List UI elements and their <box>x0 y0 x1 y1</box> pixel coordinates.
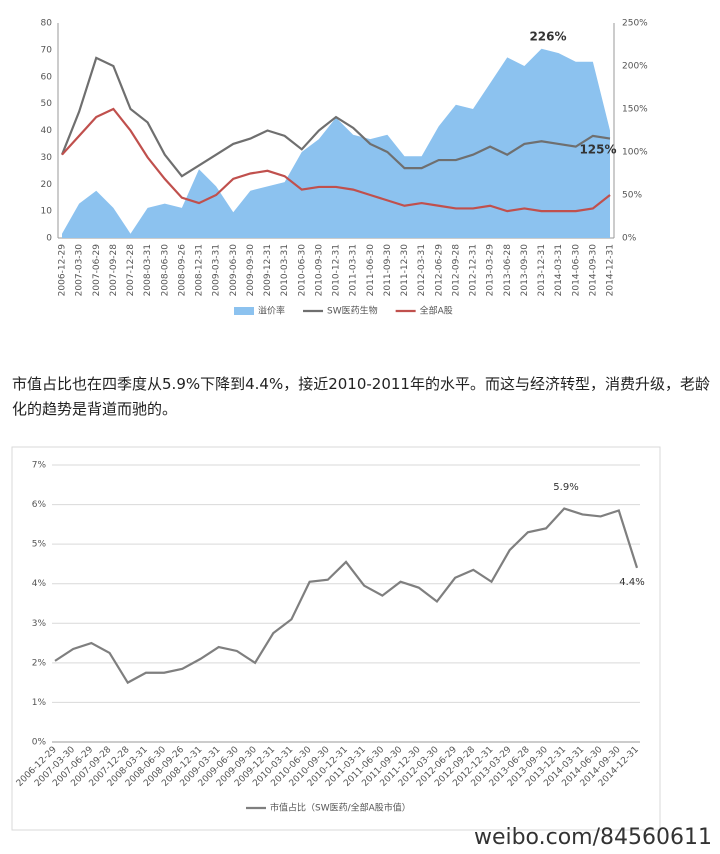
annotation: 5.9% <box>553 482 578 493</box>
y-tick-label: 0 <box>46 234 52 244</box>
y-tick-label: 50 <box>41 99 53 109</box>
y-tick-label: 30 <box>41 153 53 163</box>
y-tick-label: 3% <box>32 619 47 629</box>
x-tick-label: 2009-12-31 <box>263 244 273 296</box>
x-tick-label: 2009-09-30 <box>246 244 256 297</box>
area <box>62 48 610 238</box>
y-tick-label: 70 <box>41 45 53 55</box>
legend-swatch <box>234 307 254 315</box>
x-tick-label: 2012-09-28 <box>451 244 461 297</box>
x-tick-label: 2011-09-30 <box>383 244 393 297</box>
paragraph: 市值占比也在四季度从5.9%下降到4.4%，接近2010-2011年的水平。而这… <box>12 375 710 418</box>
y-tick-label: 150% <box>622 105 648 115</box>
x-tick-label: 2010-03-31 <box>280 244 290 296</box>
y-tick-label: 60 <box>41 72 53 82</box>
x-tick-label: 2014-06-30 <box>571 244 581 297</box>
x-tick-label: 2008-09-26 <box>177 244 187 297</box>
annotation: 226% <box>529 30 566 44</box>
legend-label: 市值占比（SW医药/全部A股市值） <box>270 802 411 814</box>
x-tick-label: 2013-09-30 <box>520 244 530 297</box>
line <box>61 107 611 213</box>
x-tick-label: 2008-06-30 <box>160 244 170 297</box>
legend-label: SW医药生物 <box>327 305 378 317</box>
y-tick-label: 100% <box>622 148 648 158</box>
x-tick-label: 2013-12-31 <box>537 244 547 296</box>
y-tick-label: 80 <box>41 19 53 29</box>
y-tick-label: 250% <box>622 19 648 29</box>
line <box>60 56 611 178</box>
y-tick-label: 1% <box>32 698 47 708</box>
x-tick-label: 2014-03-31 <box>554 244 564 296</box>
x-tick-label: 2010-09-30 <box>314 244 324 297</box>
y-tick-label: 6% <box>32 500 47 510</box>
x-tick-label: 2012-06-29 <box>434 244 444 297</box>
x-tick-label: 2009-06-30 <box>229 244 239 297</box>
y-tick-label: 2% <box>32 658 47 668</box>
annotation: 125% <box>579 143 616 157</box>
y-tick-label: 7% <box>32 461 47 471</box>
y-tick-label: 50% <box>622 191 642 201</box>
y-tick-label: 0% <box>32 738 47 748</box>
x-tick-label: 2006-12-29 <box>58 244 68 297</box>
y-tick-label: 200% <box>622 62 648 72</box>
watermark: weibo.com/84560611 <box>474 825 712 850</box>
x-tick-label: 2009-03-31 <box>212 244 222 296</box>
y-tick-label: 20 <box>41 180 53 190</box>
line <box>54 507 639 685</box>
legend-label: 溢价率 <box>258 305 285 317</box>
x-tick-label: 2011-03-31 <box>349 244 359 296</box>
legend-label: 全部A股 <box>420 305 453 317</box>
x-tick-label: 2010-12-31 <box>332 244 342 296</box>
x-tick-label: 2013-03-29 <box>486 244 496 297</box>
x-tick-label: 2011-06-30 <box>366 244 376 297</box>
y-tick-label: 4% <box>32 579 47 589</box>
x-tick-label: 2012-12-31 <box>469 244 479 296</box>
x-tick-label: 2014-09-30 <box>588 244 598 297</box>
y-tick-label: 5% <box>32 540 47 550</box>
x-tick-label: 2007-09-28 <box>109 244 119 297</box>
y-tick-label: 10 <box>41 207 53 217</box>
chart-frame <box>11 446 661 831</box>
x-tick-label: 2010-06-30 <box>297 244 307 297</box>
x-tick-label: 2012-03-31 <box>417 244 427 296</box>
x-tick-label: 2014-12-31 <box>606 244 616 296</box>
x-tick-label: 2007-06-29 <box>92 244 102 297</box>
x-tick-label: 2008-12-31 <box>195 244 205 296</box>
x-tick-label: 2013-06-28 <box>503 244 513 297</box>
y-tick-label: 40 <box>41 126 53 136</box>
x-tick-label: 2008-03-31 <box>143 244 153 296</box>
x-tick-label: 2011-12-30 <box>400 244 410 297</box>
annotation: 4.4% <box>619 577 644 588</box>
y-tick-label: 0% <box>622 234 637 244</box>
x-tick-label: 2007-03-30 <box>75 244 85 297</box>
x-tick-label: 2007-12-28 <box>126 244 136 297</box>
